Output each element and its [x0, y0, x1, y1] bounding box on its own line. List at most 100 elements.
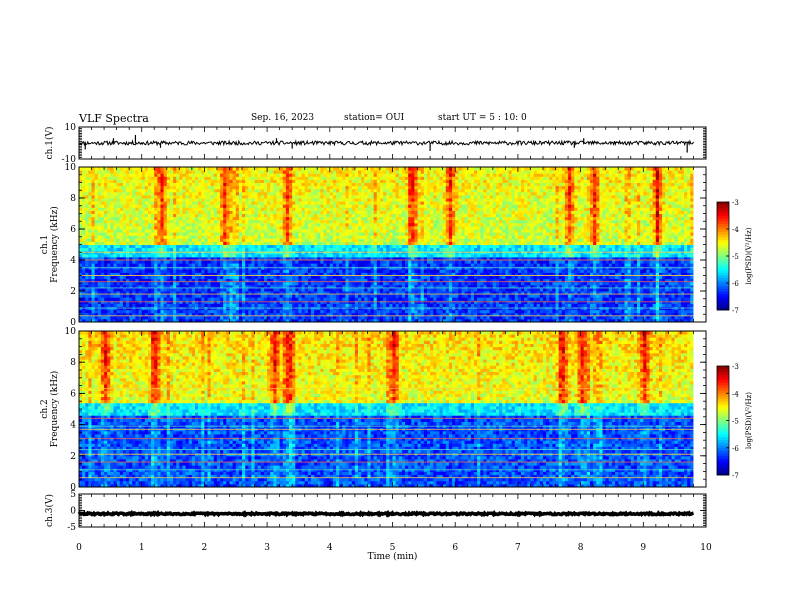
- spectrogram-cell: [311, 309, 315, 314]
- spectrogram-cell: [82, 170, 86, 174]
- spectrogram-cell: [361, 297, 365, 301]
- spectrogram-cell: [144, 182, 149, 187]
- spectrogram-cell: [361, 241, 365, 245]
- spectrogram-cell: [126, 303, 130, 307]
- spectrogram-cell: [195, 210, 199, 214]
- spectrogram-cell: [370, 198, 375, 202]
- spectrogram-cell: [176, 241, 180, 245]
- spectrogram-cell: [311, 315, 315, 320]
- spectrogram-cell: [260, 204, 265, 208]
- spectrogram-cell: [285, 222, 290, 227]
- spectrogram-cell: [238, 291, 243, 295]
- spectrogram-cell: [245, 297, 249, 301]
- spectrogram-cell: [361, 213, 365, 218]
- spectrogram-cell: [358, 185, 362, 190]
- spectrogram-cell: [245, 244, 249, 249]
- spectrogram-cell: [289, 303, 293, 307]
- spectrogram-cell: [229, 173, 234, 177]
- spectrogram-cell: [210, 188, 215, 193]
- spectrogram-cell: [176, 312, 180, 317]
- spectrogram-cell: [373, 179, 378, 183]
- spectrogram-cell: [317, 294, 321, 298]
- spectrogram-cell: [79, 216, 83, 221]
- spectrogram-cell: [267, 318, 271, 323]
- spectrogram-cell: [367, 213, 372, 218]
- spectrogram-cell: [198, 269, 202, 273]
- spectrogram-cell: [182, 173, 187, 177]
- spectrogram-cell: [113, 170, 118, 174]
- spectrogram-cell: [351, 191, 356, 196]
- spectrogram-cell: [213, 201, 218, 205]
- spectrogram-cell: [213, 260, 218, 264]
- spectrogram-cell: [82, 225, 86, 230]
- spectrogram-cell: [141, 222, 146, 227]
- spectrogram-cell: [298, 275, 303, 280]
- spectrogram-cell: [107, 278, 111, 283]
- spectrogram-cell: [176, 173, 180, 177]
- spectrogram-cell: [88, 303, 93, 307]
- spectrogram-cell: [251, 182, 256, 187]
- spectrogram-cell: [179, 188, 183, 193]
- spectrogram-cell: [373, 201, 378, 205]
- spectrogram-cell: [213, 287, 218, 292]
- spectrogram-cell: [351, 256, 356, 261]
- spectrogram-cell: [119, 272, 124, 276]
- spectrogram-cell: [289, 201, 293, 205]
- spectrogram-cell: [160, 204, 165, 208]
- spectrogram-cell: [301, 287, 306, 292]
- spectrogram-cell: [329, 247, 334, 252]
- spectrogram-cell: [122, 235, 127, 239]
- spectrogram-cell: [91, 256, 96, 261]
- spectrogram-cell: [116, 185, 121, 190]
- spectrogram-cell: [97, 213, 102, 218]
- spectrogram-cell: [251, 263, 256, 267]
- spectrogram-cell: [157, 303, 162, 307]
- spectrogram-cell: [354, 287, 359, 292]
- spectrogram-cell: [160, 253, 165, 258]
- spectrogram-cell: [82, 294, 86, 298]
- spectrogram-cell: [351, 287, 356, 292]
- spectrogram-cell: [110, 207, 114, 211]
- spectrogram-cell: [185, 235, 190, 239]
- spectrogram-cell: [339, 185, 343, 190]
- spectrogram-cell: [304, 176, 309, 180]
- spectrogram-cell: [282, 303, 287, 307]
- spectrogram-cell: [91, 260, 96, 264]
- spectrogram-cell: [132, 244, 136, 249]
- spectrogram-cell: [94, 182, 99, 187]
- spectrogram-cell: [279, 260, 284, 264]
- spectrogram-cell: [323, 216, 328, 221]
- spectrogram-cell: [242, 176, 246, 180]
- spectrogram-cell: [144, 198, 149, 202]
- spectrogram-cell: [307, 232, 312, 236]
- spectrogram-cell: [182, 232, 187, 236]
- spectrogram-cell: [373, 207, 378, 211]
- spectrogram-cell: [122, 287, 127, 292]
- spectrogram-cell: [279, 315, 284, 320]
- spectrogram-cell: [383, 315, 387, 320]
- spectrogram-cell: [144, 256, 149, 261]
- spectrogram-cell: [185, 253, 190, 258]
- spectrogram-cell: [358, 204, 362, 208]
- spectrogram-cell: [248, 232, 252, 236]
- spectrogram-cell: [213, 263, 218, 267]
- spectrogram-cell: [354, 244, 359, 249]
- spectrogram-cell: [113, 235, 118, 239]
- spectrogram-cell: [141, 213, 146, 218]
- spectrogram-cell: [104, 281, 108, 286]
- spectrogram-cell: [248, 222, 252, 227]
- spectrogram-cell: [242, 281, 246, 286]
- spectrogram-cell: [345, 272, 350, 276]
- spectrogram-cell: [345, 194, 350, 199]
- spectrogram-cell: [295, 216, 299, 221]
- spectrogram-cell: [301, 315, 306, 320]
- spectrogram-cell: [182, 185, 187, 190]
- spectrogram-cell: [173, 201, 177, 205]
- spectrogram-cell: [85, 225, 89, 230]
- spectrogram-cell: [332, 247, 337, 252]
- spectrogram-cell: [373, 312, 378, 317]
- spectrogram-cell: [182, 235, 187, 239]
- spectrogram-cell: [307, 201, 312, 205]
- spectrogram-cell: [144, 253, 149, 258]
- spectrogram-cell: [79, 244, 83, 249]
